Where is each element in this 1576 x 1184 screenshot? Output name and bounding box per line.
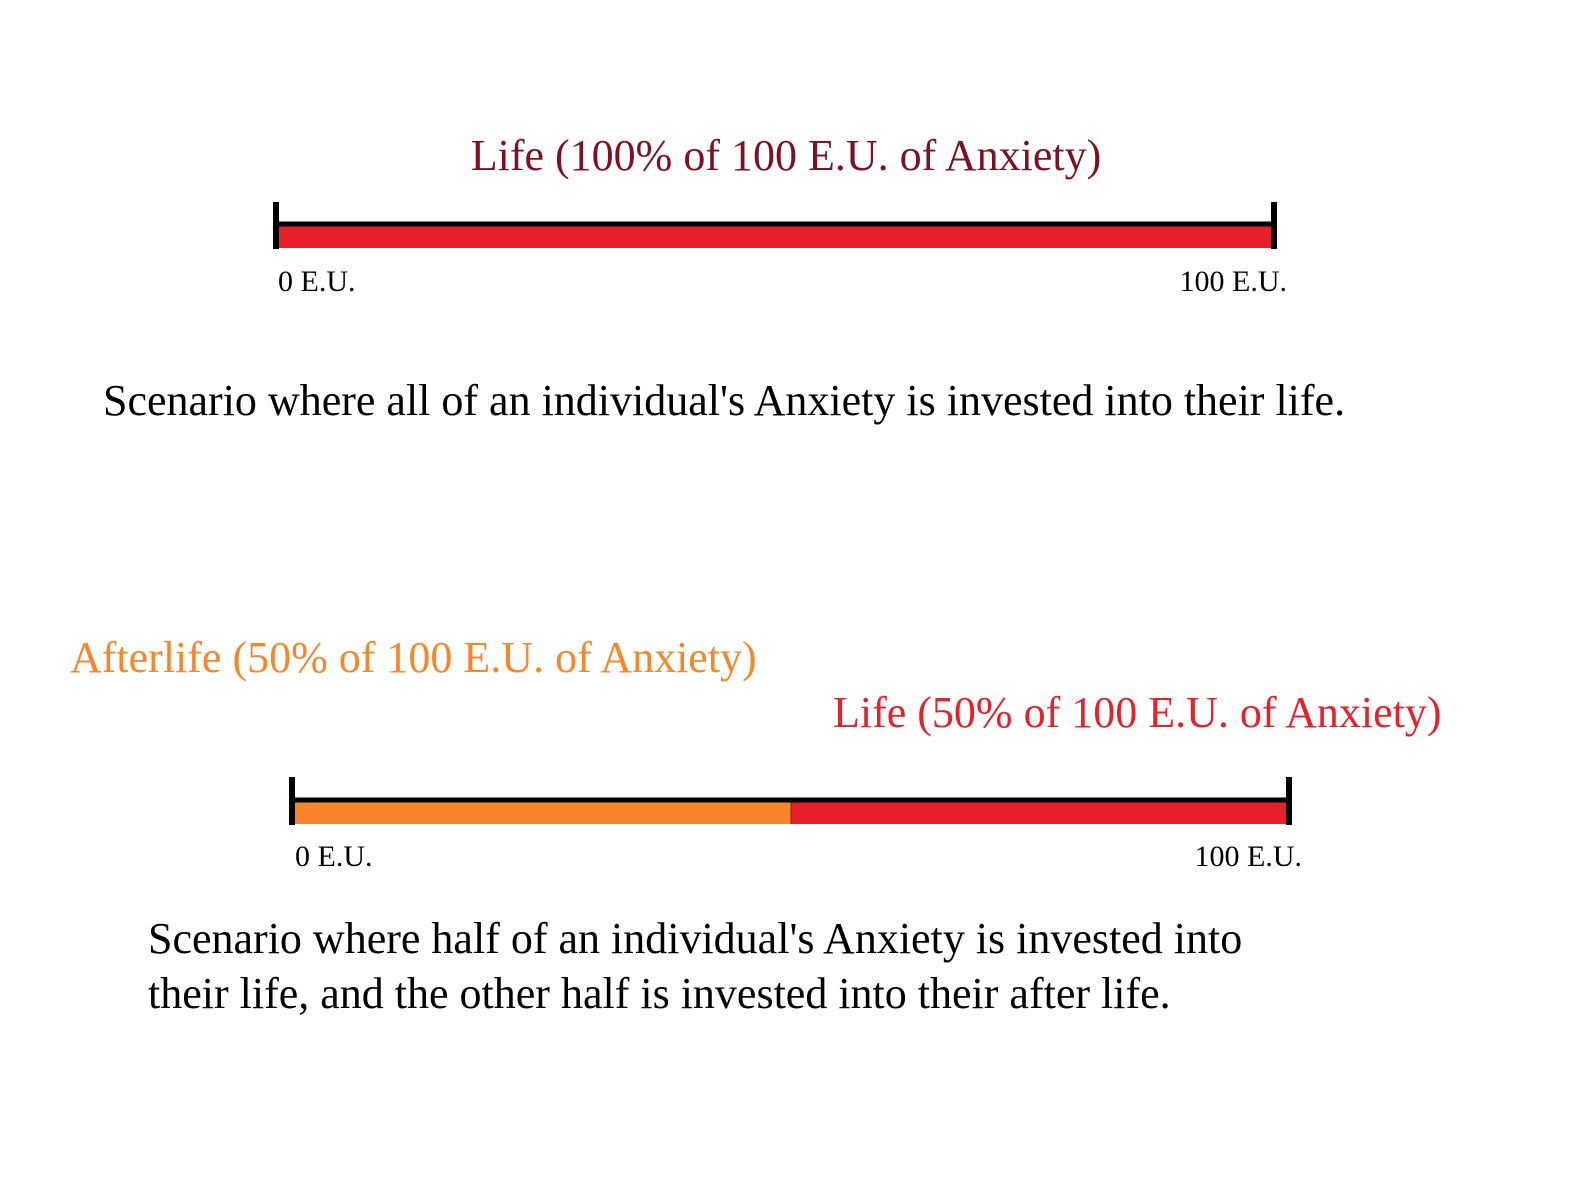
caption-line: Scenario where all of an individual's An…	[103, 376, 1345, 425]
scenario-1: Life (100% of 100 E.U. of Anxiety) 0 E.U…	[103, 131, 1345, 425]
bar-label: Afterlife (50% of 100 E.U. of Anxiety)	[70, 633, 757, 682]
bar-label: Life (100% of 100 E.U. of Anxiety)	[471, 131, 1102, 180]
life-segment	[276, 224, 1274, 248]
afterlife-segment	[292, 800, 791, 824]
life-segment	[791, 800, 1289, 824]
axis-start-label: 0 E.U.	[295, 840, 373, 873]
scenario-2: Afterlife (50% of 100 E.U. of Anxiety) L…	[70, 633, 1442, 1018]
axis-start-label: 0 E.U.	[278, 265, 356, 298]
caption-line: their life, and the other half is invest…	[148, 969, 1171, 1018]
caption-line: Scenario where half of an individual's A…	[148, 914, 1242, 963]
axis-end-label: 100 E.U.	[1195, 840, 1303, 873]
bar-label: Life (50% of 100 E.U. of Anxiety)	[833, 688, 1442, 737]
axis-end-label: 100 E.U.	[1180, 265, 1288, 298]
